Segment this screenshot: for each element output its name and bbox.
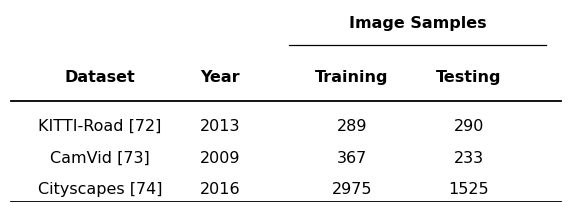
Text: 290: 290	[454, 119, 484, 134]
Text: KITTI-Road [72]: KITTI-Road [72]	[38, 119, 162, 134]
Text: Dataset: Dataset	[65, 70, 136, 85]
Text: Testing: Testing	[436, 70, 502, 85]
Text: 2009: 2009	[200, 151, 240, 166]
Text: Training: Training	[315, 70, 388, 85]
Text: 233: 233	[454, 151, 484, 166]
Text: 289: 289	[336, 119, 367, 134]
Text: 2013: 2013	[200, 119, 240, 134]
Text: Cityscapes [74]: Cityscapes [74]	[38, 182, 162, 197]
Text: CamVid [73]: CamVid [73]	[50, 151, 150, 166]
Text: 2975: 2975	[332, 182, 372, 197]
Text: Year: Year	[200, 70, 240, 85]
Text: 367: 367	[337, 151, 367, 166]
Text: 2016: 2016	[200, 182, 241, 197]
Text: Image Samples: Image Samples	[349, 16, 486, 31]
Text: 1525: 1525	[448, 182, 490, 197]
